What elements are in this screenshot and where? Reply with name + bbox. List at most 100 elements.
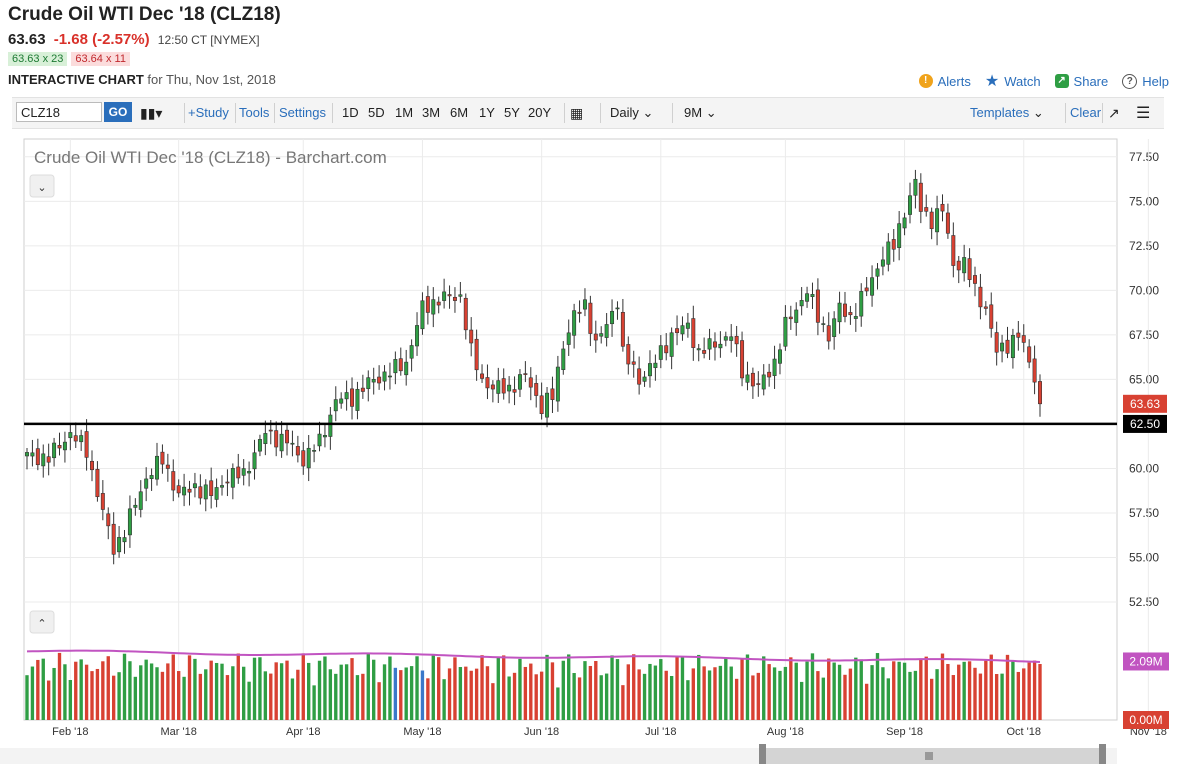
volume-bar — [664, 670, 668, 720]
range-1m[interactable]: 1M — [395, 105, 414, 120]
x-tick-label: Apr '18 — [286, 726, 321, 738]
volume-bar — [1027, 662, 1031, 720]
alert-icon: ! — [918, 74, 933, 88]
range-20y[interactable]: 20Y — [528, 105, 552, 120]
candle-body — [1032, 358, 1037, 383]
candle-body — [507, 384, 512, 392]
collapse-button[interactable] — [29, 610, 55, 634]
volume-bar — [193, 658, 197, 720]
alerts-label: Alerts — [937, 73, 971, 89]
volume-bar — [437, 657, 441, 720]
candle-body — [891, 239, 896, 250]
volume-bar — [36, 659, 40, 720]
price-chart[interactable]: 52.50 55.00 57.50 60.00 65.00 67.50 70.00 72.50… — [0, 130, 1179, 765]
chevron-down-icon: ⌄ — [1032, 105, 1044, 120]
volume-bar — [940, 653, 945, 720]
share-button[interactable]: ↗ Share — [1054, 74, 1108, 89]
candle-body — [90, 460, 94, 471]
candle-body — [810, 294, 815, 297]
volume-bar — [209, 660, 213, 720]
candle-body — [149, 475, 154, 480]
price-change: -1.68 (-2.57%) — [53, 31, 150, 48]
volume-bar — [567, 654, 571, 720]
x-tick-label: Feb '18 — [52, 726, 88, 738]
candle-body — [301, 450, 306, 467]
study-button[interactable]: +Study — [188, 105, 229, 120]
candle-body — [230, 468, 235, 488]
candle-body — [821, 323, 826, 325]
volume-bar — [144, 659, 148, 720]
watch-button[interactable]: ★ Watch — [985, 71, 1041, 91]
candle-body — [220, 485, 224, 488]
help-button[interactable]: ? Help — [1122, 73, 1169, 89]
candle-body — [187, 488, 192, 493]
candle-body — [712, 341, 717, 348]
volume-bar — [929, 678, 934, 720]
candle-body — [355, 388, 360, 411]
candle-body — [550, 388, 555, 400]
volume-bar — [442, 679, 446, 720]
expand-icon[interactable]: ↗ — [1108, 105, 1120, 121]
volume-average-line — [26, 649, 1041, 663]
range-5y[interactable]: 5Y — [504, 105, 520, 120]
navigator-left-handle[interactable] — [759, 744, 766, 764]
volume-bar — [1016, 671, 1021, 720]
volume-bar — [344, 664, 349, 720]
volume-bar — [491, 683, 495, 720]
volume-bar — [821, 677, 825, 720]
volume-bar — [919, 658, 923, 720]
divider — [672, 103, 673, 123]
share-icon: ↗ — [1054, 74, 1069, 88]
candle-body — [46, 456, 51, 463]
candle-body — [864, 287, 869, 292]
candle-body — [382, 371, 387, 382]
menu-icon[interactable]: ☰ — [1136, 105, 1151, 122]
volume-bar — [225, 675, 230, 720]
candle-body — [398, 358, 403, 372]
candle-body — [160, 451, 165, 465]
navigator-right-handle[interactable] — [1099, 744, 1106, 764]
divider — [564, 103, 565, 123]
templates-button[interactable]: Templates ⌄ — [970, 105, 1044, 121]
candlestick-type-icon[interactable]: ▮▮▾ — [140, 105, 163, 121]
clear-button[interactable]: Clear — [1070, 105, 1102, 120]
candle-body — [198, 486, 203, 499]
candle-body — [799, 300, 804, 307]
calendar-icon[interactable]: ▦ — [570, 105, 584, 121]
go-button[interactable]: GO — [104, 102, 132, 122]
candle-body — [615, 307, 620, 310]
candle-body — [528, 377, 533, 388]
symbol-input[interactable]: CLZ18 — [16, 102, 102, 122]
candle-body — [669, 332, 674, 357]
candle-body — [582, 299, 587, 310]
volume-bar — [133, 676, 138, 720]
candle-body — [350, 388, 355, 407]
candle-body — [387, 375, 392, 378]
interval-select[interactable]: Daily ⌄ — [610, 105, 653, 121]
volume-bar — [610, 655, 614, 720]
divider — [600, 103, 601, 123]
candle-body — [815, 289, 820, 323]
range-1y[interactable]: 1Y — [479, 105, 495, 120]
settings-button[interactable]: Settings — [279, 105, 326, 120]
candle-body — [442, 291, 447, 301]
candle-body — [225, 481, 230, 484]
range-5d[interactable]: 5D — [368, 105, 385, 120]
volume-bar — [339, 664, 343, 720]
tools-button[interactable]: Tools — [239, 105, 270, 120]
collapse-button[interactable] — [29, 174, 55, 198]
candle-body — [599, 333, 604, 337]
volume-bar — [702, 666, 706, 720]
range-6m[interactable]: 6M — [450, 105, 469, 120]
alerts-button[interactable]: ! Alerts — [918, 73, 971, 89]
range-1d[interactable]: 1D — [342, 105, 359, 120]
candle-body — [138, 491, 143, 510]
candle-body — [1027, 346, 1032, 363]
range-3m[interactable]: 3M — [422, 105, 441, 120]
candle-body — [875, 268, 880, 277]
volume-bar — [686, 680, 690, 720]
period-select[interactable]: 9M ⌄ — [684, 105, 717, 121]
candle-body — [322, 435, 327, 438]
candle-body — [593, 333, 598, 341]
navigator-grip[interactable] — [925, 752, 933, 760]
